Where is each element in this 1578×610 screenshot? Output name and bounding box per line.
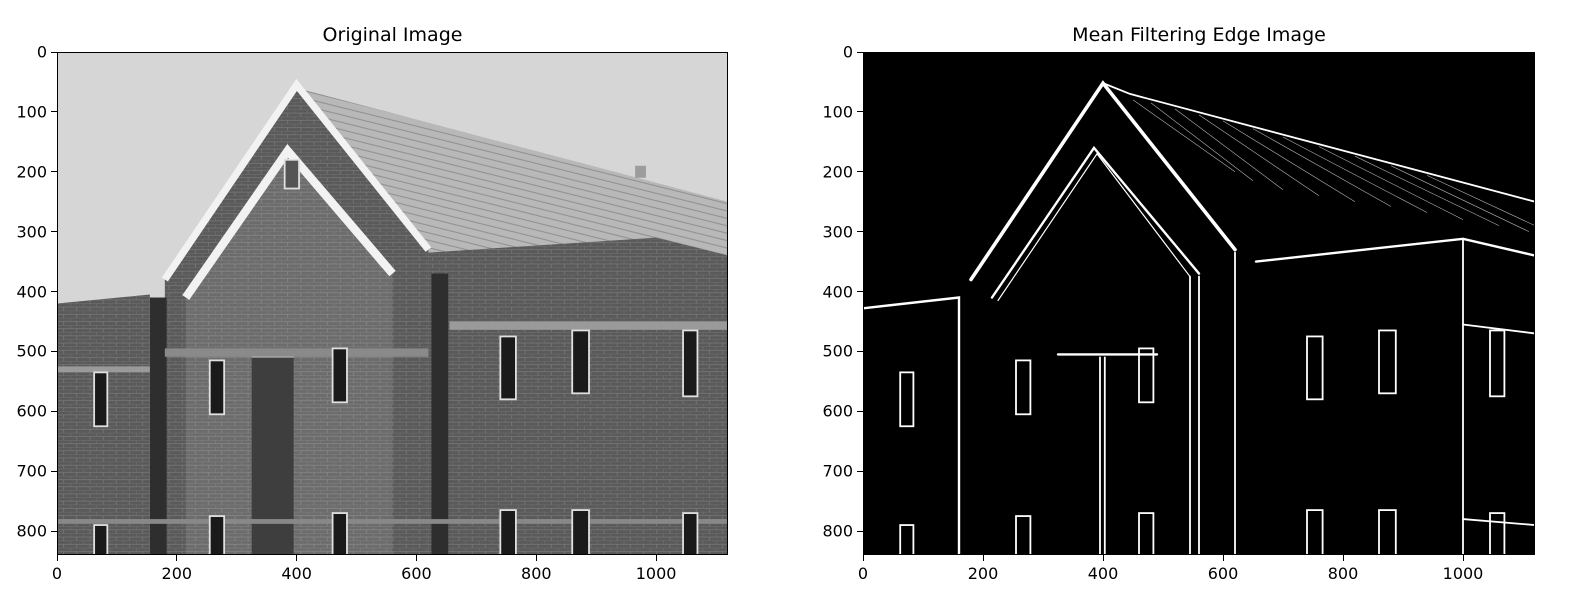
y-tick-label: 800 — [822, 521, 853, 541]
y-tick-label: 700 — [822, 461, 853, 481]
original-image — [57, 52, 728, 555]
y-tick-mark — [857, 51, 863, 53]
x-tick-mark — [1222, 555, 1224, 561]
y-tick-mark — [51, 171, 57, 173]
y-tick-label: 100 — [822, 102, 853, 122]
chart-title: Mean Filtering Edge Image — [1072, 24, 1326, 46]
y-tick-mark — [857, 470, 863, 472]
x-tick-mark — [1342, 555, 1344, 561]
y-tick-label: 200 — [822, 162, 853, 182]
y-tick-mark — [857, 410, 863, 412]
y-tick-label: 0 — [842, 42, 853, 62]
x-tick-label: 600 — [1207, 564, 1239, 583]
y-tick-label: 600 — [16, 401, 47, 421]
y-tick-mark — [51, 231, 57, 233]
y-tick-label: 100 — [16, 102, 47, 122]
x-tick-mark — [1462, 555, 1464, 561]
y-tick-label: 200 — [16, 162, 47, 182]
y-tick-mark — [51, 470, 57, 472]
y-tick-label: 0 — [36, 42, 47, 62]
x-tick-label: 0 — [51, 564, 63, 583]
x-tick-label: 1000 — [635, 564, 677, 583]
x-tick-label: 0 — [857, 564, 869, 583]
y-tick-mark — [51, 410, 57, 412]
y-tick-mark — [857, 350, 863, 352]
y-tick-label: 300 — [16, 222, 47, 242]
y-tick-label: 500 — [16, 341, 47, 361]
y-tick-mark — [857, 231, 863, 233]
y-tick-mark — [51, 350, 57, 352]
x-tick-mark — [982, 555, 984, 561]
y-tick-mark — [51, 111, 57, 113]
y-tick-mark — [51, 530, 57, 532]
x-tick-mark — [1102, 555, 1104, 561]
y-tick-label: 800 — [16, 521, 47, 541]
chart-title: Original Image — [322, 24, 463, 46]
x-tick-label: 1000 — [1442, 564, 1484, 583]
y-tick-mark — [857, 291, 863, 293]
x-tick-mark — [655, 555, 657, 561]
x-tick-label: 400 — [281, 564, 312, 583]
x-tick-label: 200 — [161, 564, 193, 583]
x-tick-mark — [176, 555, 178, 561]
x-tick-mark — [415, 555, 417, 561]
y-tick-mark — [857, 171, 863, 173]
y-tick-label: 300 — [822, 222, 853, 242]
y-tick-label: 700 — [16, 461, 47, 481]
x-tick-label: 400 — [1087, 564, 1119, 583]
y-tick-label: 600 — [822, 401, 853, 421]
x-tick-mark — [56, 555, 58, 561]
x-tick-label: 600 — [401, 564, 432, 583]
x-tick-mark — [535, 555, 537, 561]
x-tick-label: 200 — [967, 564, 999, 583]
y-tick-mark — [51, 291, 57, 293]
edge-image — [863, 52, 1535, 555]
x-tick-mark — [296, 555, 298, 561]
x-tick-mark — [862, 555, 864, 561]
y-tick-mark — [857, 530, 863, 532]
y-tick-mark — [51, 51, 57, 53]
y-tick-label: 400 — [16, 282, 47, 302]
y-tick-label: 400 — [822, 282, 853, 302]
y-tick-mark — [857, 111, 863, 113]
y-tick-label: 500 — [822, 341, 853, 361]
x-tick-label: 800 — [521, 564, 552, 583]
x-tick-label: 800 — [1327, 564, 1359, 583]
